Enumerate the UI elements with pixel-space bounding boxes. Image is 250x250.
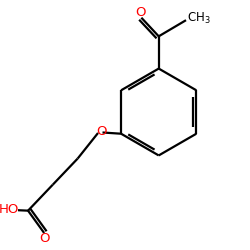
- Text: O: O: [135, 6, 145, 19]
- Text: O: O: [40, 232, 50, 245]
- Text: O: O: [96, 126, 107, 138]
- Text: CH$_3$: CH$_3$: [187, 12, 211, 26]
- Text: HO: HO: [0, 203, 20, 216]
